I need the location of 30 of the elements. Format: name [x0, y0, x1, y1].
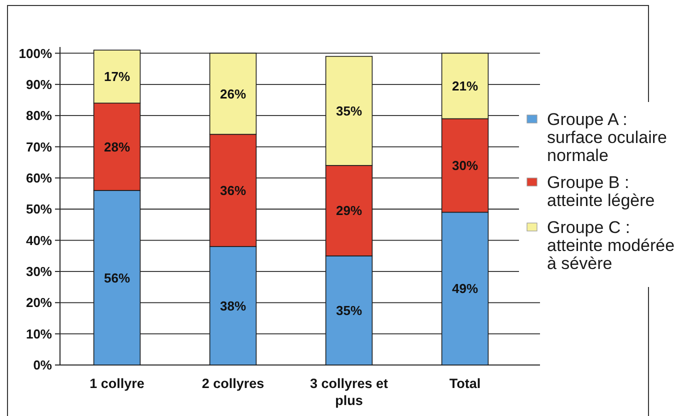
data-label: 17%	[104, 69, 130, 84]
x-tick-label: Total	[449, 376, 481, 391]
y-tick-label: 20%	[26, 295, 52, 310]
data-label: 36%	[220, 182, 246, 198]
legend-label: Groupe B : atteinte légère	[547, 173, 655, 210]
y-tick-label: 10%	[26, 326, 52, 342]
y-tick-label: 40%	[26, 232, 52, 248]
y-tick-label: 30%	[26, 264, 52, 280]
legend-label: Groupe C : atteinte modérée à sévère	[547, 218, 675, 273]
data-label: 35%	[336, 103, 362, 118]
data-label: 28%	[104, 139, 130, 154]
x-tick-label: 1 collyre	[90, 376, 145, 391]
y-tick-label: 80%	[26, 108, 52, 124]
data-label: 26%	[220, 86, 246, 102]
y-tick-label: 70%	[26, 139, 52, 154]
data-label: 56%	[104, 270, 130, 286]
x-tick-label: 2 collyres	[202, 376, 264, 391]
x-tick-label: 3 collyres et plus	[310, 376, 389, 408]
y-tick-label: 50%	[26, 202, 52, 217]
y-tick-label: 90%	[26, 76, 52, 92]
y-tick-label: 60%	[26, 170, 52, 186]
y-tick-label: 100%	[18, 46, 52, 61]
data-label: 38%	[220, 298, 246, 314]
data-label: 29%	[336, 203, 362, 218]
data-label: 30%	[452, 158, 478, 174]
data-label: 21%	[452, 78, 478, 94]
y-tick-label: 0%	[33, 358, 52, 373]
data-label: 49%	[452, 281, 478, 296]
data-label: 35%	[336, 302, 362, 318]
legend-label: Groupe A : surface oculaire normale	[547, 110, 668, 165]
